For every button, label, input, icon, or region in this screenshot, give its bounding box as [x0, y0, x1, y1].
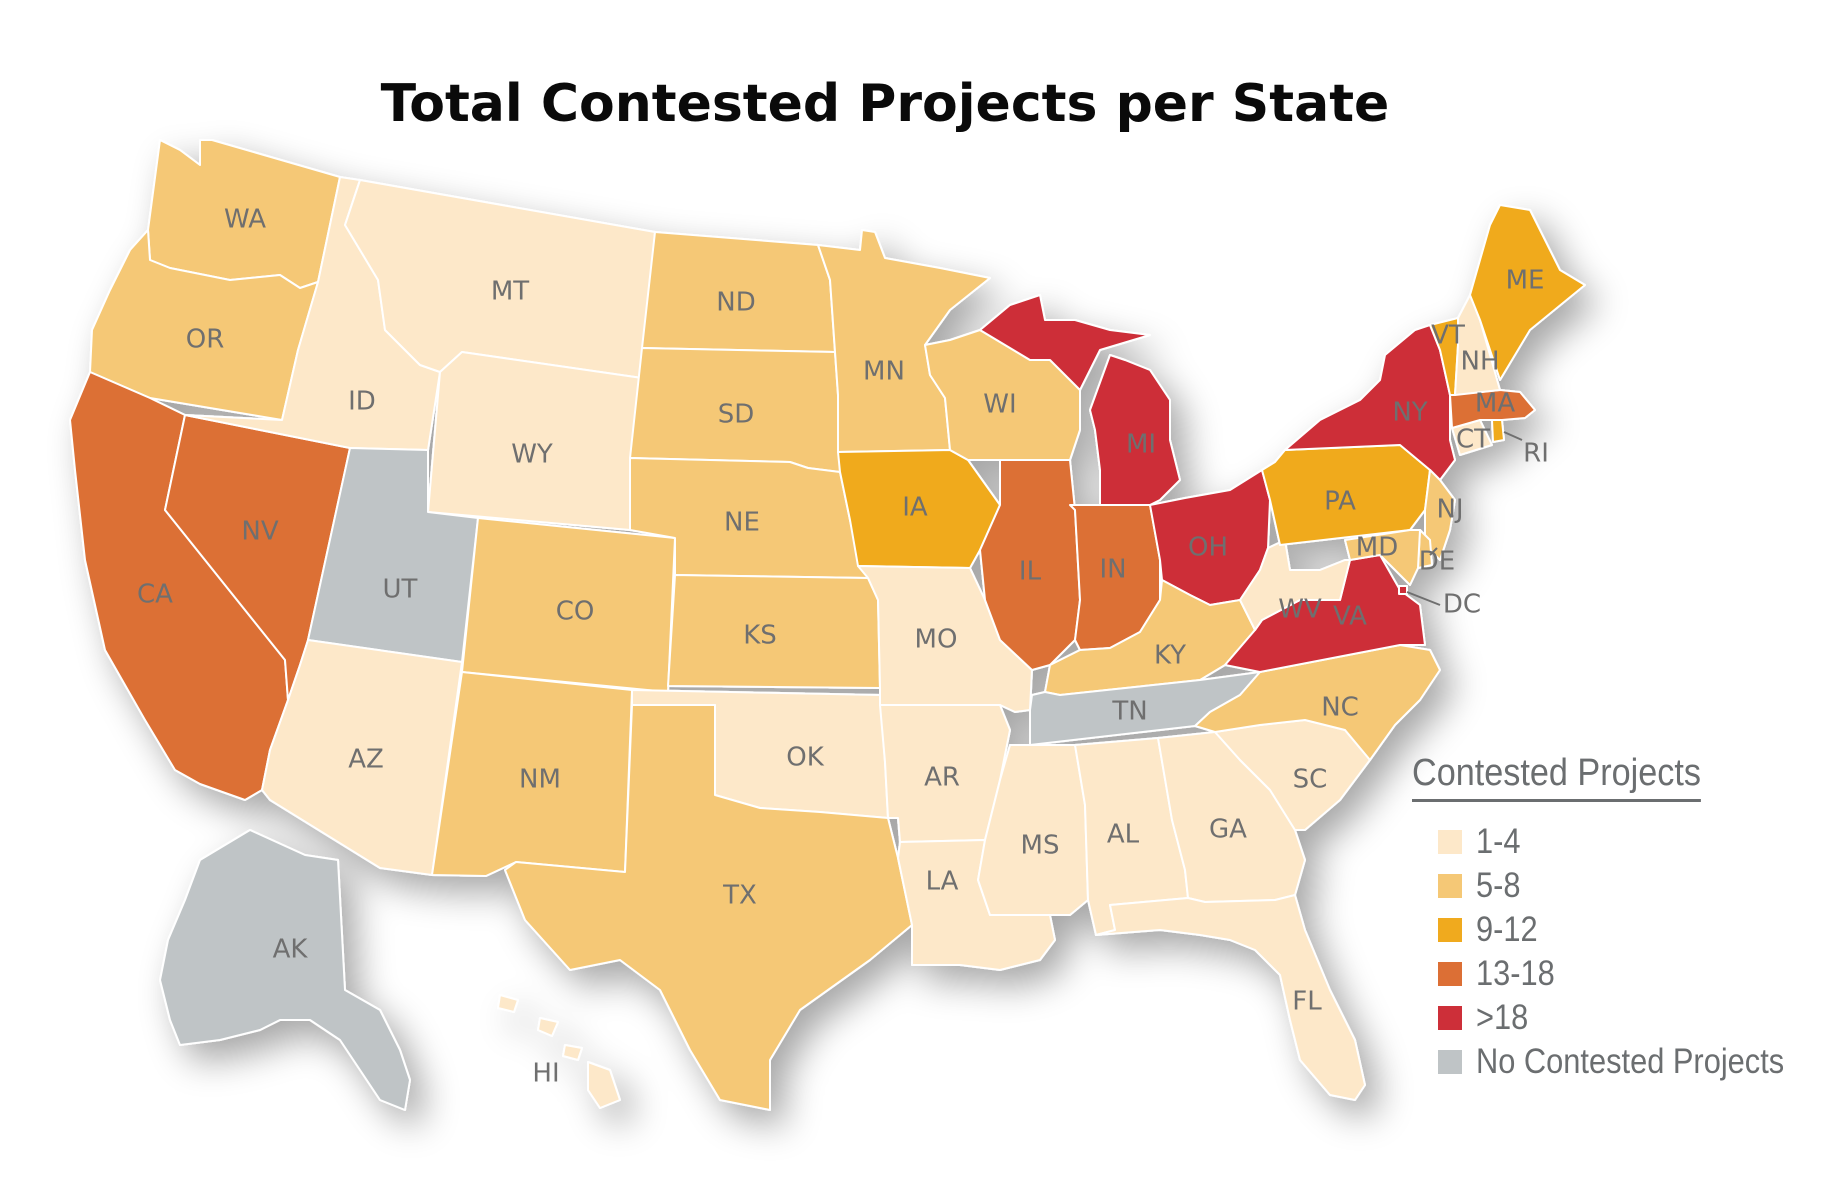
state-label-co: CO — [556, 597, 595, 627]
callout-line-ri — [1503, 431, 1523, 441]
state-ak — [159, 829, 411, 1111]
state-label-ok: OK — [786, 743, 824, 773]
state-fl — [1095, 894, 1366, 1101]
state-wv — [1239, 539, 1351, 631]
state-label-nv: NV — [241, 517, 278, 547]
state-label-ky: KY — [1154, 641, 1186, 671]
legend: Contested Projects 1-4 5-8 9-12 13-18 >18 No … — [1412, 752, 1812, 1084]
state-label-ms: MS — [1021, 831, 1060, 861]
state-label-mi: MI — [1126, 430, 1156, 460]
legend-swatch — [1438, 1006, 1462, 1030]
state-label-sc: SC — [1293, 765, 1328, 795]
legend-item: No Contested Projects — [1412, 1040, 1812, 1084]
callout-line-dc — [1406, 591, 1441, 606]
legend-label: 9-12 — [1476, 910, 1538, 949]
state-label-nh: NH — [1461, 347, 1500, 377]
state-label-pa: PA — [1324, 487, 1356, 517]
legend-swatch — [1438, 830, 1462, 854]
states-layer — [69, 139, 1586, 1111]
legend-swatch — [1438, 874, 1462, 898]
legend-label: >18 — [1476, 998, 1529, 1037]
legend-item: 5-8 — [1412, 864, 1812, 908]
state-label-mt: MT — [491, 277, 529, 307]
legend-title: Contested Projects — [1412, 752, 1701, 802]
state-label-ks: KS — [743, 621, 777, 651]
state-label-wv: WV — [1278, 595, 1322, 625]
legend-item: 1-4 — [1412, 820, 1812, 864]
legend-swatch — [1438, 918, 1462, 942]
state-label-ia: IA — [902, 493, 928, 523]
state-ri — [1491, 419, 1505, 443]
state-label-id: ID — [348, 387, 376, 417]
state-label-ga: GA — [1209, 815, 1247, 845]
state-label-or: OR — [186, 325, 225, 355]
state-label-ri: RI — [1523, 439, 1549, 469]
legend-item: >18 — [1412, 996, 1812, 1040]
state-label-mo: MO — [915, 625, 958, 655]
state-label-ma: MA — [1475, 389, 1515, 419]
legend-label: 5-8 — [1476, 866, 1521, 905]
state-label-me: ME — [1506, 266, 1545, 296]
state-label-ut: UT — [383, 575, 418, 605]
state-label-ne: NE — [724, 508, 760, 538]
state-label-wa: WA — [224, 205, 266, 235]
state-label-md: MD — [1356, 533, 1398, 563]
state-mi — [979, 294, 1181, 506]
state-ma — [1449, 389, 1536, 429]
legend-label: 13-18 — [1476, 954, 1555, 993]
state-label-la: LA — [926, 867, 959, 897]
legend-label: 1-4 — [1476, 822, 1521, 861]
state-label-ca: CA — [137, 580, 173, 610]
state-label-nm: NM — [519, 765, 561, 795]
state-label-wi: WI — [983, 390, 1016, 420]
callouts-layer — [1406, 431, 1523, 606]
state-label-tx: TX — [722, 881, 757, 911]
state-il — [979, 459, 1081, 671]
state-label-va: VA — [1333, 602, 1367, 632]
state-label-fl: FL — [1292, 987, 1322, 1017]
state-label-nd: ND — [716, 288, 755, 318]
state-hi — [497, 994, 621, 1109]
state-label-nj: NJ — [1436, 495, 1463, 525]
state-nc — [1194, 644, 1441, 761]
state-nj — [1424, 469, 1456, 561]
state-label-al: AL — [1107, 820, 1140, 850]
state-label-az: AZ — [348, 745, 384, 775]
state-label-nc: NC — [1321, 693, 1359, 723]
state-me — [1469, 204, 1586, 381]
state-label-wy: WY — [511, 440, 553, 470]
map-title: Total Contested Projects per State — [380, 74, 1390, 134]
legend-list: 1-4 5-8 9-12 13-18 >18 No Contested Projects — [1412, 820, 1812, 1084]
state-label-ny: NY — [1392, 398, 1427, 428]
legend-swatch — [1438, 962, 1462, 986]
legend-item: 9-12 — [1412, 908, 1812, 952]
state-label-tn: TN — [1111, 697, 1147, 727]
legend-swatch — [1438, 1050, 1462, 1074]
state-label-vt: VT — [1431, 321, 1465, 351]
state-label-sd: SD — [718, 400, 755, 430]
state-md — [1344, 529, 1421, 586]
state-label-ct: CT — [1456, 425, 1490, 455]
legend-item: 13-18 — [1412, 952, 1812, 996]
state-label-de: DE — [1419, 547, 1455, 577]
state-tx — [504, 704, 913, 1111]
state-dc — [1398, 585, 1408, 595]
state-label-ak: AK — [273, 935, 309, 965]
legend-label: No Contested Projects — [1476, 1042, 1785, 1081]
state-label-in: IN — [1099, 555, 1126, 585]
state-label-ar: AR — [924, 763, 960, 793]
state-label-il: IL — [1019, 557, 1042, 587]
state-wy — [427, 351, 643, 531]
state-ms — [977, 744, 1089, 916]
state-label-hi: HI — [532, 1059, 559, 1089]
state-label-oh: OH — [1188, 533, 1228, 563]
callout-line-de — [1429, 547, 1438, 556]
labels-layer: WA OR CA NV ID MT WY UT AZ CO NM ND SD NE KS OK TX MN IA MO… — [137, 205, 1549, 1089]
state-label-dc: DC — [1443, 590, 1481, 620]
state-label-mn: MN — [863, 357, 905, 387]
